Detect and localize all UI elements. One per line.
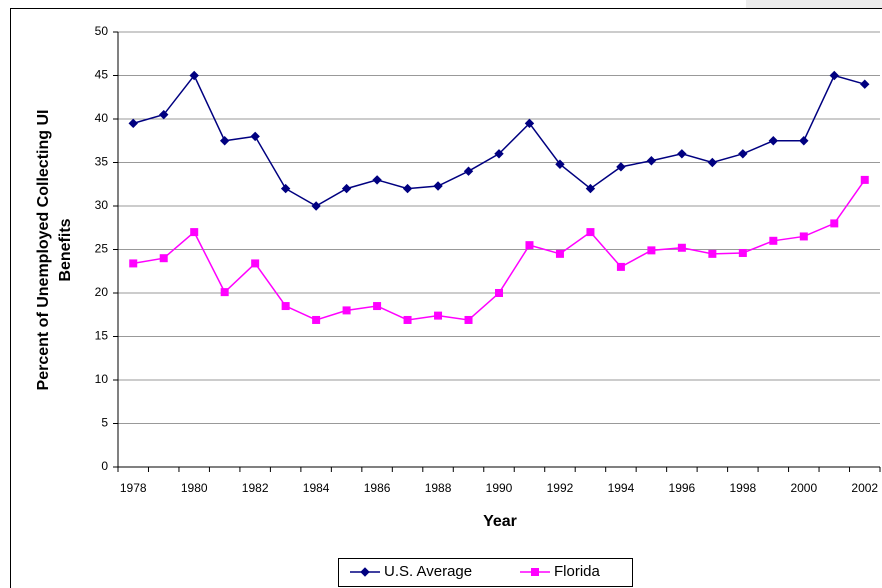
data-point: [251, 259, 260, 268]
y-axis-label-line: Percent of Unemployed Collecting UI: [35, 110, 52, 391]
y-tick-label: 50: [95, 24, 109, 38]
data-point: [525, 241, 534, 250]
data-point: [646, 156, 657, 166]
data-point: [281, 302, 290, 311]
y-tick-label: 10: [95, 372, 109, 386]
data-point: [738, 149, 748, 159]
series-line: [133, 74, 865, 207]
legend: [338, 558, 633, 587]
data-point: [342, 306, 351, 315]
x-tick-label: 1994: [608, 481, 635, 495]
data-point: [738, 248, 747, 257]
legend-marker: [531, 568, 539, 576]
data-point: [799, 232, 808, 241]
y-tick-label: 5: [101, 416, 108, 430]
data-point: [159, 254, 168, 263]
data-point: [555, 249, 564, 258]
data-point: [402, 183, 413, 194]
data-point: [494, 149, 504, 159]
data-point: [280, 183, 291, 194]
data-point: [585, 183, 596, 194]
data-point: [464, 315, 473, 324]
y-tick-label: 45: [95, 68, 109, 82]
data-point: [829, 70, 839, 81]
header-strip: [746, 0, 882, 8]
data-point: [312, 315, 321, 324]
y-tick-label: 40: [95, 111, 109, 125]
chart-frame: [10, 8, 882, 588]
y-tick-label: 35: [95, 155, 109, 169]
data-point: [311, 201, 321, 211]
data-point: [433, 181, 443, 191]
data-point: [341, 183, 352, 194]
data-point: [219, 136, 230, 146]
data-point: [768, 136, 779, 146]
y-tick-label: 20: [95, 285, 109, 299]
x-tick-label: 1998: [729, 481, 756, 495]
data-point: [647, 246, 656, 255]
legend-marker: [360, 567, 370, 577]
x-tick-label: 1988: [425, 481, 452, 495]
data-point: [190, 228, 199, 237]
x-axis-label: Year: [483, 513, 517, 530]
x-tick-label: 1996: [669, 481, 696, 495]
x-tick-label: 1992: [547, 481, 574, 495]
data-point: [434, 311, 443, 320]
data-point: [372, 175, 382, 185]
y-axis-label-line: Benefits: [57, 218, 74, 281]
data-point: [555, 159, 565, 169]
x-tick-label: 1980: [181, 481, 208, 495]
data-point: [220, 288, 229, 297]
data-point: [616, 162, 626, 172]
x-tick-label: 2000: [790, 481, 817, 495]
x-tick-label: 1978: [120, 481, 147, 495]
x-tick-label: 1986: [364, 481, 391, 495]
data-point: [128, 118, 138, 129]
x-tick-label: 1982: [242, 481, 269, 495]
data-point: [403, 315, 412, 324]
x-tick-label: 2002: [851, 481, 878, 495]
legend-label: Florida: [554, 563, 601, 580]
x-tick-label: 1990: [486, 481, 513, 495]
data-point: [616, 262, 625, 271]
legend-label: U.S. Average: [384, 563, 472, 580]
data-point: [860, 79, 870, 89]
data-point: [677, 149, 687, 159]
data-point: [159, 109, 169, 120]
data-point: [373, 302, 382, 311]
y-axis-label: Percent of Unemployed Collecting UI Bene…: [35, 110, 74, 391]
data-point: [677, 243, 686, 252]
data-point: [189, 70, 199, 81]
y-tick-label: 30: [95, 198, 109, 212]
y-tick-label: 25: [95, 242, 109, 256]
data-point: [586, 228, 595, 237]
data-point: [707, 157, 718, 168]
data-point: [495, 289, 503, 297]
data-point: [129, 259, 138, 268]
y-tick-label: 15: [95, 329, 109, 343]
data-point: [799, 136, 809, 146]
data-point: [769, 236, 778, 245]
y-tick-label: 0: [101, 459, 108, 473]
data-point: [250, 131, 260, 142]
data-point: [524, 118, 535, 129]
data-point: [860, 175, 869, 184]
data-point: [830, 219, 839, 228]
data-point: [708, 249, 717, 258]
x-tick-label: 1984: [303, 481, 330, 495]
data-point: [463, 166, 474, 176]
